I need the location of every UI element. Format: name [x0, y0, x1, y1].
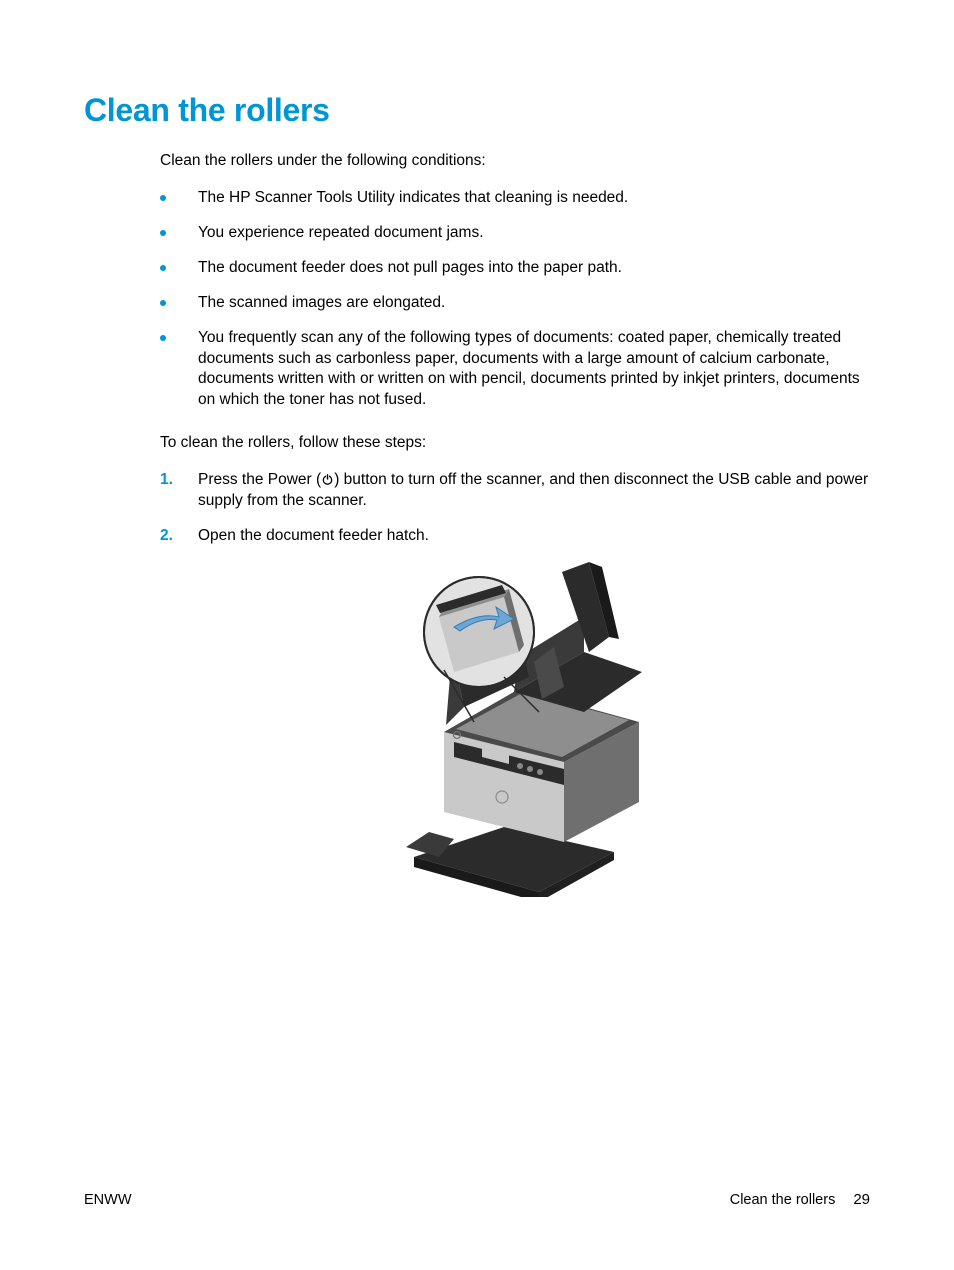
page-heading: Clean the rollers [84, 92, 870, 129]
step-item: Open the document feeder hatch. [160, 526, 870, 904]
list-item: The scanned images are elongated. [160, 293, 870, 314]
list-item: The document feeder does not pull pages … [160, 258, 870, 279]
list-item: The HP Scanner Tools Utility indicates t… [160, 188, 870, 209]
steps-list: Press the Power () button to turn off th… [160, 470, 870, 904]
step-text-pre: Press the Power ( [198, 471, 321, 488]
page-number: 29 [853, 1191, 870, 1208]
footer-right: Clean the rollers 29 [730, 1191, 870, 1208]
step-text: Open the document feeder hatch. [198, 527, 429, 544]
page: Clean the rollers Clean the rollers unde… [0, 0, 954, 1270]
steps-intro: To clean the rollers, follow these steps… [160, 433, 870, 454]
page-footer: ENWW Clean the rollers 29 [84, 1191, 870, 1208]
scanner-figure [198, 557, 870, 904]
intro-paragraph: Clean the rollers under the following co… [160, 151, 870, 172]
power-icon [321, 473, 334, 486]
list-item: You experience repeated document jams. [160, 223, 870, 244]
scanner-illustration [384, 557, 684, 897]
conditions-list: The HP Scanner Tools Utility indicates t… [160, 188, 870, 411]
footer-left: ENWW [84, 1192, 132, 1208]
footer-section-title: Clean the rollers [730, 1192, 836, 1208]
list-item: You frequently scan any of the following… [160, 328, 870, 412]
step-item: Press the Power () button to turn off th… [160, 470, 870, 512]
